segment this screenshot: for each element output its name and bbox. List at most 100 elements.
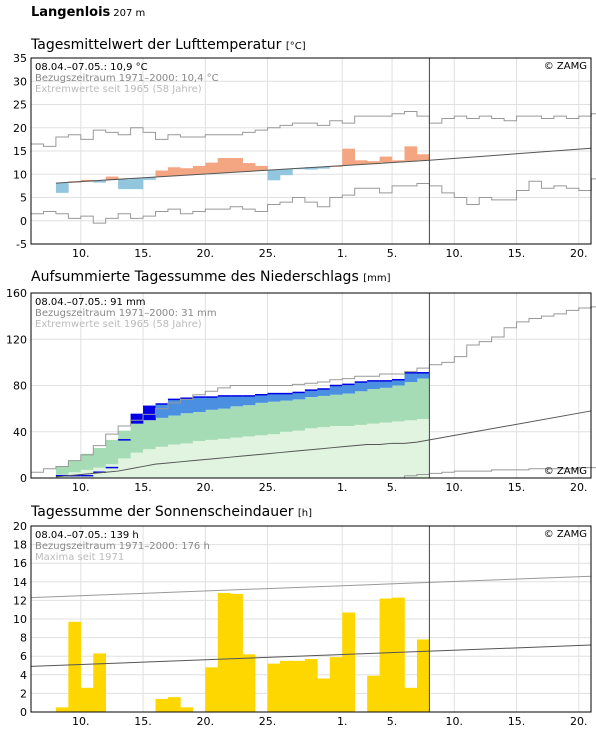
temperature-deviation-bar [167,167,181,177]
temperature-deviation-bar [404,146,418,162]
normal-line-current [55,159,430,184]
x-tick-label: 15. [134,481,152,494]
x-tick-label: 20. [570,481,588,494]
x-tick-label: 1. [337,481,348,494]
temperature-panel-title: Tagesmittelwert der Lufttemperatur [°C] [31,37,306,53]
panel-frame [30,57,592,245]
x-tick-label: 5. [387,247,398,260]
sunshine-bar [392,597,405,712]
precip-excess-bar [304,390,318,398]
sunshine-bar [267,663,281,712]
sunshine-bar [292,660,306,712]
sunshine-bar [329,657,343,712]
sunshine-bar [304,658,318,712]
info-line: Extremwerte seit 1965 (58 Jahre) [35,319,202,330]
sunshine-bar [93,653,106,712]
y-tick-label: 12 [13,594,27,607]
x-tick-label: 1. [337,247,348,260]
temperature-deviation-bar [317,166,331,169]
sunshine-panel [30,525,592,713]
temperature-deviation-bar [205,162,219,174]
sunshine-bar [367,675,380,712]
x-tick-label: 10. [72,715,90,728]
temperature-deviation-bar [392,160,405,163]
precip-excess-bar [155,404,169,418]
temperature-deviation-bar [143,177,156,180]
temperature-deviation-bar [379,156,393,163]
x-tick-label: 10. [72,247,90,260]
precip-excess-bar [392,379,405,386]
y-tick-label: 40 [13,426,27,439]
x-tick-label: 25. [259,247,277,260]
normal-line-future [429,147,592,161]
x-tick-label: 1. [337,715,348,728]
x-tick-label: 5. [387,481,398,494]
panel-frame [30,292,592,479]
temperature-deviation-bar [217,157,231,173]
temperature-deviation-bar [242,163,256,172]
temperature-deviation-bar [416,154,430,161]
y-tick-label: 30 [13,75,27,88]
y-tick-label: 120 [6,333,27,346]
info-line: 08.04.–07.05.: 139 h [35,530,139,541]
x-tick-label: 15. [134,715,152,728]
info-line: Maxima seit 1971 [35,552,124,563]
x-tick-label: 20. [197,715,215,728]
station-elevation: 207 m [113,8,146,19]
sunshine-bar [55,707,69,712]
precip-excess-bar [205,397,219,410]
precip-excess-bar [404,372,418,383]
x-tick-label: 10. [72,481,90,494]
info-line: 08.04.–07.05.: 10,9 °C [35,62,148,73]
y-tick-label: 15 [13,145,27,158]
precip-excess-bar [143,406,156,421]
y-tick-label: 16 [13,557,27,570]
y-tick-label: 5 [20,192,27,205]
y-tick-label: 20 [13,122,27,135]
x-tick-label: 20. [197,247,215,260]
precip-excess-bar [217,395,231,409]
temperature-deviation-bar [354,160,368,165]
sunshine-bar [217,592,231,712]
y-tick-label: 35 [13,52,27,65]
precip-excess-bar [280,393,293,401]
info-line: Extremwerte seit 1965 (58 Jahre) [35,84,202,95]
precip-excess-bar [354,382,368,392]
precip-excess-bar [192,397,206,413]
precip-excess-bar [230,395,243,407]
x-tick-label: 25. [259,481,277,494]
precip-excess-bar [167,399,181,416]
sunshine-bar [180,707,194,712]
precip-excess-bar [367,380,380,389]
x-tick-label: 15. [508,715,526,728]
sunshine-bar [342,612,355,712]
temperature-deviation-bar [93,180,106,183]
temperature-deviation-bar [118,179,131,190]
y-tick-label: 0 [20,706,27,719]
y-tick-label: 80 [13,380,27,393]
temperature-deviation-bar [105,176,119,180]
station-name: Langenlois [31,5,111,20]
x-tick-label: 10. [446,481,464,494]
y-tick-label: 6 [20,650,27,663]
precipitation-panel [30,292,596,479]
temperature-deviation-bar [180,168,194,176]
y-tick-label: 4 [20,669,27,682]
station-header: Langenlois 207 m [31,5,145,20]
temperature-deviation-bar [192,165,206,175]
sunshine-bar [404,687,418,712]
y-tick-label: 0 [20,472,27,485]
precip-excess-bar [416,372,430,379]
x-tick-label: 15. [134,247,152,260]
sunshine-bar [379,598,393,712]
copyright-label: © ZAMG [544,61,587,72]
x-tick-label: 20. [197,481,215,494]
x-tick-label: 10. [446,247,464,260]
temperature-panel [30,57,596,245]
y-tick-label: 25 [13,99,27,112]
sunshine-unit: [h] [297,508,313,519]
y-tick-label: 20 [13,520,27,533]
precip-excess-bar [329,385,343,395]
